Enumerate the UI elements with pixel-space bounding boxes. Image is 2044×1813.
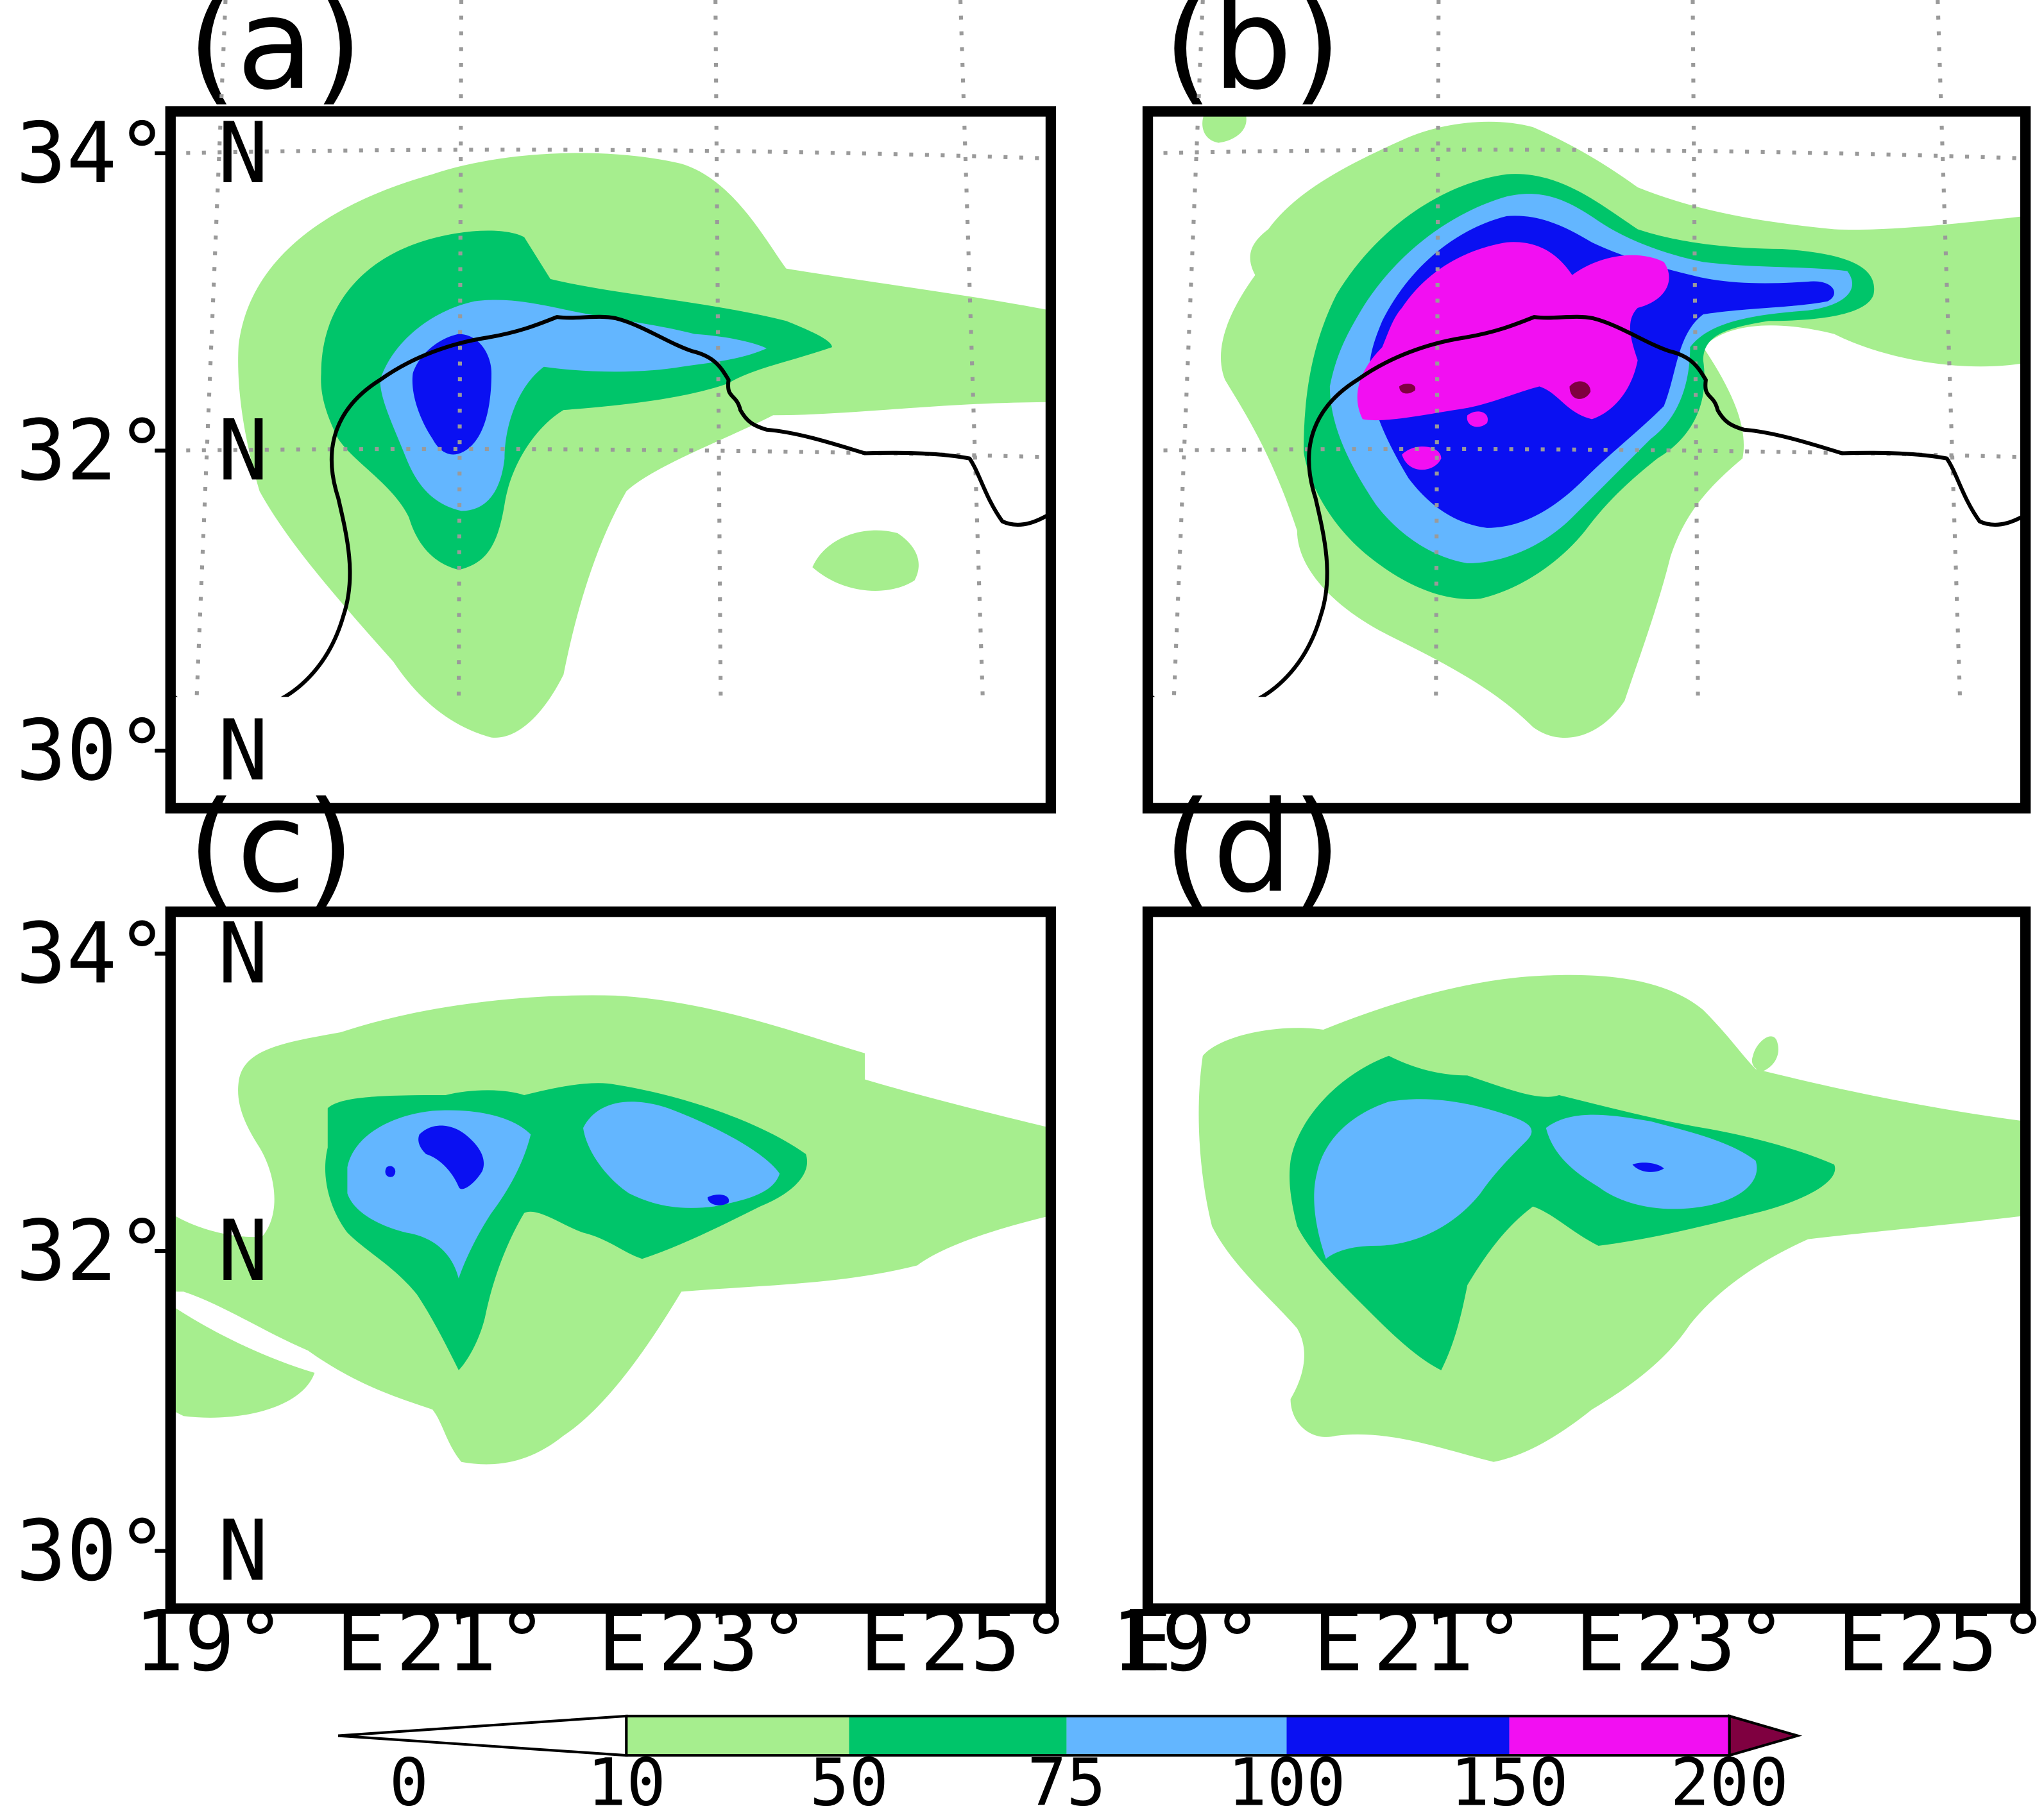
- lat-label: 34° N: [16, 905, 268, 1002]
- contour-150-200: [1357, 242, 1669, 421]
- map-frame: [165, 906, 1057, 1614]
- lat-axis: 34° N 32° N 30° N: [16, 105, 268, 799]
- lat-label: 34° N: [16, 105, 268, 202]
- lon-label: 25° E: [1897, 1592, 2044, 1690]
- lon-axis: 19° E 21° E 23° E 25° E: [1111, 1592, 2044, 1690]
- lon-label: 23° E: [658, 1592, 910, 1690]
- colorbar-bin-100-150: [1286, 1715, 1510, 1756]
- colorbar-bin-150-200: [1509, 1715, 1730, 1756]
- contour-10-50: [1202, 111, 1247, 143]
- lon-label: 21° E: [1373, 1592, 1625, 1690]
- precip-field: [238, 153, 1051, 738]
- colorbar-tick-label: 75: [1027, 1745, 1106, 1813]
- lon-label: 21° E: [396, 1592, 648, 1690]
- colorbar-bin-75-100: [1066, 1715, 1287, 1756]
- map-frame: [1142, 906, 2031, 1614]
- colorbar-tick-label: 10: [587, 1745, 666, 1813]
- colorbar-tick-label: 50: [810, 1745, 889, 1813]
- precip-field: [170, 995, 1051, 1465]
- map-frame: [165, 106, 1057, 814]
- colorbar: 0 10 50 75 100 150 200: [337, 1714, 1803, 1813]
- precip-field: [1202, 111, 2026, 738]
- colorbar-tick-label: 150: [1450, 1745, 1568, 1813]
- lon-label: 19° E: [1111, 1592, 1363, 1690]
- lat-label: 30° N: [16, 702, 268, 799]
- contour-10-50: [812, 530, 919, 591]
- precip-field: [1198, 975, 2026, 1462]
- lon-axis: 19° E 21° E 23° E 25° E: [134, 1592, 1173, 1690]
- lat-axis: 34° N 32° N 30° N: [16, 905, 268, 1599]
- contour-100-150: [385, 1166, 396, 1177]
- contour-100-150: [707, 1195, 729, 1205]
- contour-100-150: [412, 334, 492, 455]
- colorbar-bin-50-75: [849, 1715, 1067, 1756]
- lon-label: 25° E: [920, 1592, 1172, 1690]
- contour-10-50: [1751, 1036, 1778, 1072]
- contour-75-100: [583, 1102, 780, 1208]
- colorbar-tick-label: 100: [1227, 1745, 1345, 1813]
- colorbar-bin-10-50: [626, 1715, 849, 1756]
- panel-c: (c) 34° N 32° N 30° N: [16, 774, 1172, 1690]
- contour-100-150: [418, 1125, 484, 1189]
- contour-100-150: [1632, 1162, 1664, 1172]
- map-frame: [1142, 106, 2031, 814]
- lat-label: 30° N: [16, 1502, 268, 1600]
- lat-label: 32° N: [16, 1202, 268, 1300]
- panel-d: (d) 19° E 21° E 23° E 25° E: [1111, 774, 2044, 1690]
- contour-75-100: [1546, 1114, 1757, 1209]
- colorbar-under-arrow: [337, 1714, 628, 1757]
- panel-label: (b): [1164, 0, 1341, 118]
- contour-150-200: [1402, 446, 1442, 470]
- colorbar-tick-label: 0: [389, 1745, 429, 1813]
- contour-200-plus: [1569, 381, 1591, 399]
- panel-label: (d): [1164, 774, 1341, 921]
- contour-75-100: [1314, 1099, 1532, 1259]
- lat-label: 32° N: [16, 402, 268, 499]
- lon-label: 19° E: [134, 1592, 386, 1690]
- contour-150-200: [1467, 411, 1488, 427]
- contour-200-plus: [1399, 384, 1416, 394]
- colorbar-tick-label: 200: [1670, 1745, 1788, 1813]
- lon-label: 23° E: [1635, 1592, 1887, 1690]
- contour-75-100: [347, 1110, 531, 1279]
- panel-label: (a): [187, 0, 362, 118]
- contour-10-50: [170, 1304, 315, 1418]
- panel-a: (a) 34° N 32° N 30° N: [16, 0, 1057, 814]
- panel-b: (b): [1142, 0, 2031, 814]
- panel-label: (c): [187, 774, 355, 921]
